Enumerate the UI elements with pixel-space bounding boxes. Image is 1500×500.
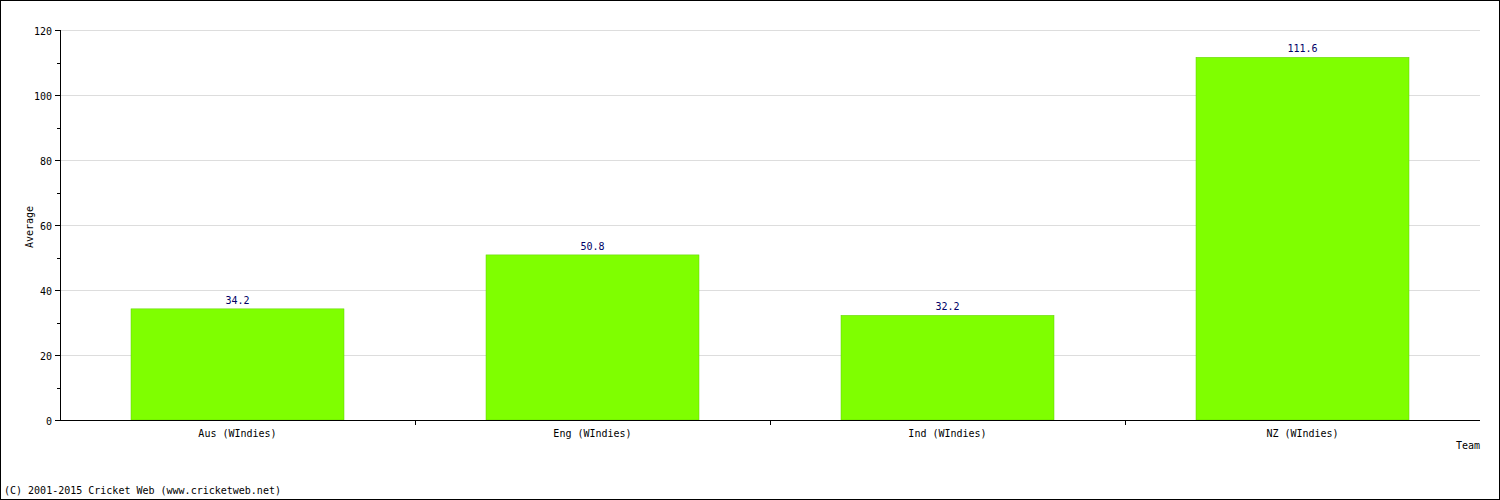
x-tick-label: NZ (WIndies) <box>1266 428 1338 439</box>
y-tick <box>55 95 60 96</box>
credit: (C) 2001-2015 Cricket Web (www.cricketwe… <box>4 485 281 496</box>
y-axis <box>60 30 61 420</box>
bar <box>131 309 344 420</box>
data-label: 32.2 <box>935 301 959 312</box>
bar <box>1196 57 1409 420</box>
minor-tick <box>57 193 60 194</box>
x-tick-label: Aus (WIndies) <box>198 428 276 439</box>
y-tick-label: 0 <box>46 416 52 427</box>
chart-container: 0 20 40 60 80 100 120 34.2 50.8 32.2 111.6 Aus (WIn… <box>0 0 1500 500</box>
x-tick-label: Eng (WIndies) <box>553 428 631 439</box>
y-tick-label: 120 <box>34 26 52 37</box>
bar <box>486 255 699 420</box>
x-tick <box>770 420 771 425</box>
grid-line <box>60 30 1480 31</box>
y-tick <box>55 290 60 291</box>
data-label: 111.6 <box>1287 43 1317 54</box>
x-tick-label: Ind (WIndies) <box>908 428 986 439</box>
y-tick-label: 80 <box>40 156 52 167</box>
minor-tick <box>57 388 60 389</box>
y-tick <box>55 420 60 421</box>
minor-tick <box>57 63 60 64</box>
chart-svg: 0 20 40 60 80 100 120 34.2 50.8 32.2 111.6 Aus (WIn… <box>0 0 1500 500</box>
y-tick <box>55 160 60 161</box>
minor-tick <box>57 258 60 259</box>
x-axis-title: Team <box>1456 440 1480 451</box>
y-tick-label: 100 <box>34 91 52 102</box>
x-tick <box>415 420 416 425</box>
y-tick-label: 60 <box>40 221 52 232</box>
y-tick-label: 40 <box>40 286 52 297</box>
data-label: 34.2 <box>225 295 249 306</box>
bars <box>131 57 1409 420</box>
data-label: 50.8 <box>580 241 604 252</box>
y-tick <box>55 30 60 31</box>
y-tick-label: 20 <box>40 351 52 362</box>
minor-tick <box>57 323 60 324</box>
y-tick <box>55 225 60 226</box>
bar <box>841 315 1054 420</box>
y-axis-title: Average <box>24 206 35 248</box>
minor-tick <box>57 128 60 129</box>
x-tick <box>1125 420 1126 425</box>
y-tick <box>55 355 60 356</box>
border <box>1 1 1500 500</box>
